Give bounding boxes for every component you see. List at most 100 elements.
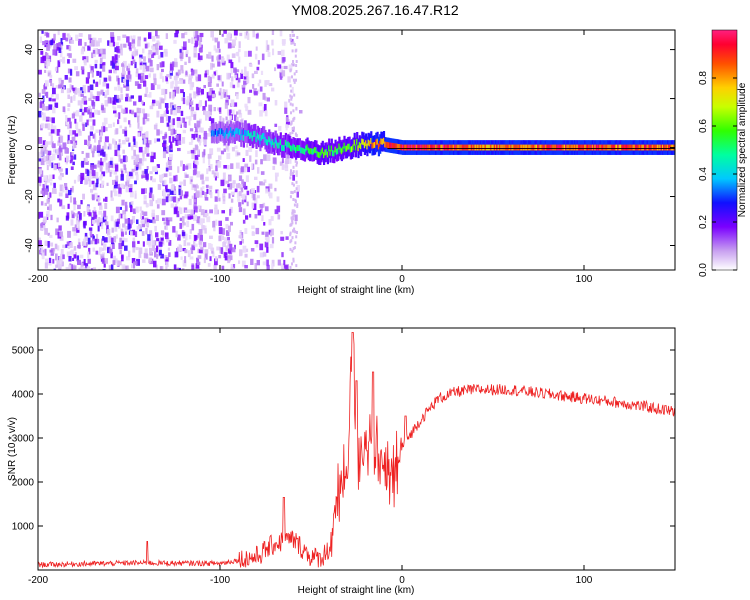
ridge-cell [409,144,412,151]
noise-cell [191,265,195,270]
noise-cell [192,169,197,176]
noise-cell [289,122,292,126]
noise-cell [256,260,260,266]
noise-cell [86,266,91,270]
noise-cell [230,198,234,203]
noise-cell [165,188,170,193]
noise-cell [122,129,126,134]
noise-cell [168,124,171,131]
ridge-cell [333,150,336,157]
noise-cell [117,84,121,91]
noise-cell [87,72,90,79]
noise-cell [215,189,219,194]
noise-cell [210,62,213,70]
noise-cell [179,217,183,221]
ridge-cell [510,144,513,151]
noise-cell [113,139,116,145]
noise-cell [136,111,141,117]
noise-cell [211,74,215,79]
ridge-cell [456,144,459,151]
noise-cell [181,33,185,39]
noise-cell [266,247,269,253]
noise-cell [229,243,233,251]
noise-cell [188,120,191,126]
noise-cell [132,208,136,214]
ridge-cell [331,150,335,156]
noise-cell [262,106,265,113]
noise-cell [213,45,217,51]
noise-cell [131,168,135,173]
noise-cell [188,75,192,82]
noise-cell [87,237,91,245]
ridge-cell [241,129,244,136]
noise-cell [168,158,172,165]
noise-cell [178,188,181,196]
noise-cell [202,186,205,190]
noise-cell [38,137,43,144]
noise-cell [240,72,244,79]
noise-cell [169,177,173,184]
noise-cell [104,99,109,107]
ridge-cell [384,141,387,148]
noise-cell [165,33,168,39]
noise-cell [135,174,139,181]
y-tick-label: -40 [24,238,35,253]
noise-cell [92,219,95,225]
noise-cell [57,129,61,133]
noise-cell [121,233,124,237]
noise-cell [102,62,106,66]
noise-cell [248,146,253,152]
noise-cell [62,142,67,150]
ridge-cell [614,144,617,151]
noise-cell [277,259,281,266]
noise-cell [233,102,238,107]
noise-cell [210,192,213,199]
noise-cell [227,240,231,247]
noise-cell [218,107,222,113]
noise-cell [108,76,112,82]
noise-cell [50,242,54,247]
noise-cell [249,213,252,218]
noise-cell [103,260,106,268]
ridge-cell [654,144,657,151]
noise-cell [174,58,178,65]
noise-cell [205,213,209,216]
noise-cell [107,96,111,104]
noise-cell [128,120,131,125]
noise-cell [95,182,99,188]
noise-cell [195,103,200,111]
noise-cell [184,31,188,35]
ridge-cell [651,144,654,151]
ridge-cell [594,144,597,151]
noise-cell [237,77,241,83]
noise-cell [85,263,89,269]
ridge-cell [227,132,230,139]
ridge-cell [526,144,530,151]
ridge-cell [441,144,444,151]
noise-cell [79,108,83,112]
noise-cell [178,134,182,141]
noise-cell [124,201,128,206]
ridge-cell [517,144,521,151]
noise-cell [121,240,125,247]
noise-cell [243,76,248,80]
ridge-cell [663,144,666,151]
noise-cell [151,54,155,58]
noise-cell [208,243,212,249]
noise-cell [177,198,180,202]
noise-cell [187,250,191,258]
noise-cell [292,229,294,233]
noise-cell [289,231,292,235]
noise-cell [135,68,139,74]
noise-cell [52,187,56,194]
noise-cell [182,260,187,267]
noise-cell [67,139,70,144]
ridge-cell [619,144,623,151]
noise-cell [155,199,158,204]
noise-cell [134,61,137,69]
noise-cell [117,54,120,58]
colorbar-tick-label: 0.6 [698,119,709,133]
noise-cell [141,223,146,228]
noise-cell [59,235,64,241]
noise-cell [213,107,216,112]
